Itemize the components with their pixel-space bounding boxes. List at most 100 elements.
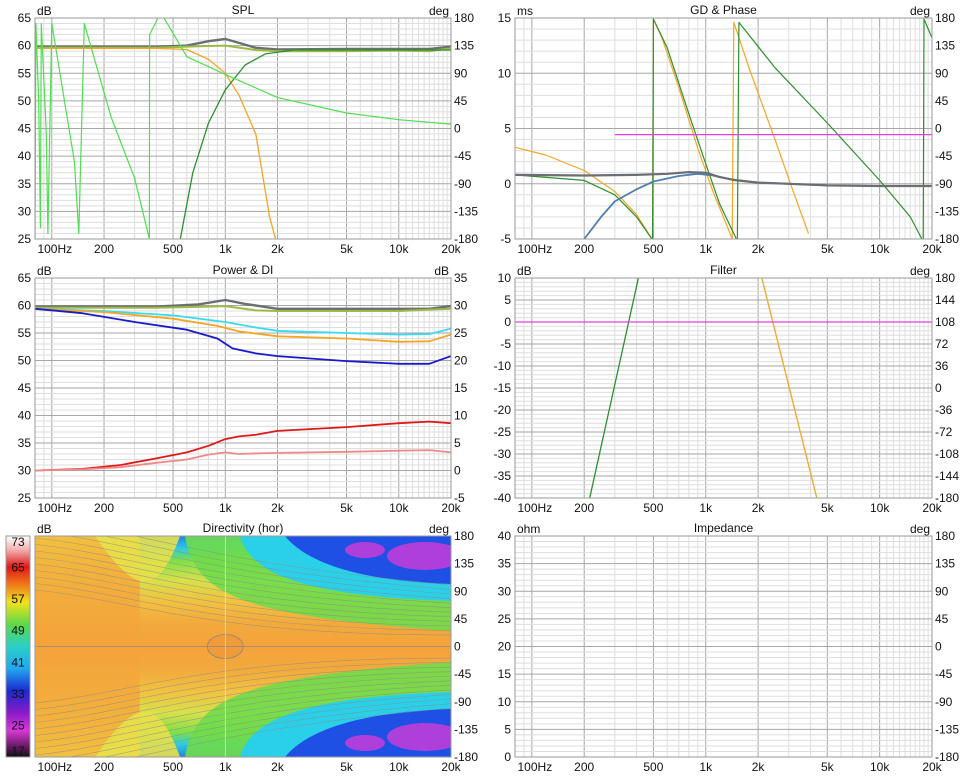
spl-y2-tick: 0 — [454, 122, 461, 136]
filter-x-tick: 20k — [922, 501, 942, 515]
spl-y2-unit: deg — [429, 4, 449, 18]
filter-y-tick: 5 — [504, 293, 511, 307]
spl-y2-tick: -90 — [454, 177, 472, 191]
filter-x-tick: 1k — [699, 501, 713, 515]
impedance-y-tick: 0 — [504, 750, 511, 764]
impedance-x-tick: 20k — [922, 760, 942, 774]
filter-y2-tick: 36 — [935, 359, 949, 373]
power-di-x-tick: 10k — [389, 501, 409, 515]
directivity-x-tick: 20k — [441, 760, 461, 774]
colorbar-tick: 57 — [11, 592, 25, 606]
colorbar-tick: 33 — [11, 687, 25, 701]
spl-y-tick: 45 — [18, 122, 32, 136]
impedance-grid — [515, 535, 932, 758]
impedance-y-tick: 25 — [498, 612, 512, 626]
power-di-y2-unit: dB — [434, 264, 449, 278]
gd-phase-y-tick: 0 — [504, 177, 511, 191]
spl-y-unit: dB — [37, 4, 52, 18]
spl-y2-tick: -45 — [454, 149, 472, 163]
gd-phase-y-tick: -5 — [500, 232, 511, 246]
power-di-series-red-5 — [35, 420, 451, 472]
colorbar-tick: 25 — [11, 718, 25, 732]
filter-y2-tick: -144 — [935, 469, 959, 483]
power-di-y-unit: dB — [37, 264, 52, 278]
filter-y2-tick: -108 — [935, 447, 959, 461]
colorbar-tick: 17 — [11, 744, 25, 758]
filter-x-tick: 10k — [870, 501, 890, 515]
spl-title: SPL — [232, 3, 255, 17]
gd-phase-series-darkgreen-3 — [515, 174, 653, 239]
power-di-y-tick: 40 — [18, 409, 32, 423]
spl-y2-tick: -180 — [454, 232, 478, 246]
colorbar-tick: 73 — [11, 535, 25, 549]
filter-y-tick: 0 — [504, 315, 511, 329]
spl-x-tick: 1k — [219, 242, 233, 256]
colorbar-tick: 41 — [11, 655, 25, 669]
directivity-y2-tick: -135 — [454, 722, 478, 736]
directivity-chart: Directivity (hor) dB deg 180 135 90 45 0 -45 -90 -… — [5, 521, 478, 774]
spl-y-tick: 60 — [18, 39, 32, 53]
power-di-y-tick: 30 — [18, 464, 32, 478]
filter-x-tick: 500 — [643, 501, 663, 515]
power-di-y2-tick: 30 — [454, 299, 468, 313]
directivity-y-unit: dB — [37, 522, 52, 536]
filter-x-tick: 200 — [574, 501, 594, 515]
impedance-y2-tick: -90 — [935, 695, 953, 709]
spl-y2-tick: 90 — [454, 66, 468, 80]
spl-x-tick: 200 — [94, 242, 114, 256]
impedance-chart: Impedance ohm deg 40 35 30 25 20 15 10 5 0 180 135 90 4… — [498, 521, 960, 774]
power-di-frame — [34, 277, 452, 499]
filter-title: Filter — [710, 263, 737, 277]
spl-y2-tick: 135 — [454, 39, 474, 53]
power-di-series-gray-0 — [35, 298, 451, 310]
filter-y2-tick: -72 — [935, 425, 953, 439]
power-di-y-tick: 55 — [18, 326, 32, 340]
spl-x-tick: 20k — [441, 242, 461, 256]
impedance-x-tick: 200 — [574, 760, 594, 774]
filter-y2-tick: -36 — [935, 403, 953, 417]
filter-series-darkgreen-0 — [589, 278, 640, 498]
gd-phase-title: GD & Phase — [690, 3, 757, 17]
filter-y-tick: -10 — [494, 359, 512, 373]
spl-series-orange-2 — [35, 47, 277, 239]
spl-y-tick: 35 — [18, 177, 32, 191]
power-di-x-tick: 100Hz — [37, 501, 72, 515]
filter-series-orange-1 — [761, 278, 818, 498]
impedance-y2-tick: 135 — [935, 557, 955, 571]
directivity-x-tick: 5k — [340, 760, 354, 774]
power-di-x-tick: 20k — [441, 501, 461, 515]
power-di-y2-tick: 0 — [454, 464, 461, 478]
power-di-y2-tick: -5 — [454, 491, 465, 505]
impedance-y2-tick: 180 — [935, 529, 955, 543]
filter-y-tick: -35 — [494, 469, 512, 483]
filter-y2-tick: 72 — [935, 337, 949, 351]
power-di-y-tick: 50 — [18, 354, 32, 368]
impedance-y2-tick: -180 — [935, 750, 959, 764]
directivity-y2-tick: -45 — [454, 667, 472, 681]
directivity-x-tick: 200 — [94, 760, 114, 774]
gd-phase-y2-unit: deg — [910, 4, 930, 18]
spl-y-tick: 55 — [18, 66, 32, 80]
impedance-title: Impedance — [694, 521, 754, 535]
impedance-y2-tick: 45 — [935, 612, 949, 626]
gd-phase-x-tick: 5k — [821, 242, 835, 256]
gd-phase-x-tick: 500 — [643, 242, 663, 256]
gd-phase-y2-tick: -180 — [935, 232, 959, 246]
directivity-x-tick: 500 — [163, 760, 183, 774]
filter-y-tick: 10 — [498, 271, 512, 285]
gd-phase-y2-tick: 45 — [935, 94, 949, 108]
directivity-title: Directivity (hor) — [203, 521, 284, 535]
power-di-y-tick: 65 — [18, 271, 32, 285]
filter-y-tick: -25 — [494, 425, 512, 439]
spl-y-tick: 25 — [18, 232, 32, 246]
impedance-y2-unit: deg — [910, 522, 930, 536]
impedance-x-tick: 5k — [821, 760, 835, 774]
impedance-y-tick: 10 — [498, 695, 512, 709]
impedance-x-tick: 100Hz — [518, 760, 553, 774]
directivity-y2-tick: -180 — [454, 750, 478, 764]
filter-y2-tick: 0 — [935, 381, 942, 395]
directivity-y2-tick: -90 — [454, 695, 472, 709]
filter-grid — [515, 277, 932, 499]
impedance-y2-tick: 0 — [935, 640, 942, 654]
directivity-frame — [34, 535, 452, 758]
